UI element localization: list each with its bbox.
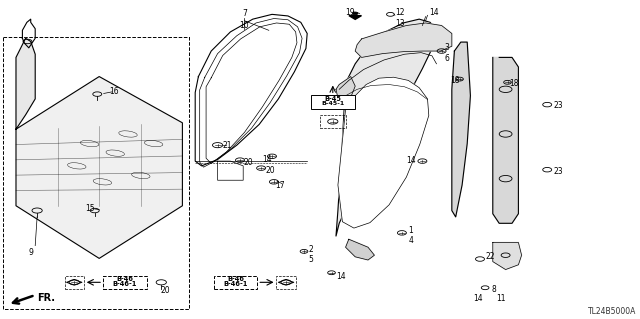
Polygon shape [67, 280, 82, 285]
Text: 20: 20 [243, 158, 253, 167]
Text: 3: 3 [445, 43, 450, 52]
Text: 18: 18 [450, 76, 460, 85]
Text: B-46-1: B-46-1 [113, 281, 137, 287]
Text: 4: 4 [408, 236, 413, 245]
Text: 18: 18 [509, 79, 518, 88]
Text: B-46-1: B-46-1 [223, 281, 248, 287]
Text: 5: 5 [308, 256, 314, 264]
Text: B-46: B-46 [227, 276, 244, 282]
Text: 23: 23 [554, 167, 563, 176]
Text: 8: 8 [492, 285, 496, 294]
Text: 14: 14 [406, 156, 416, 165]
Text: 21: 21 [223, 141, 232, 150]
Text: 9: 9 [28, 248, 33, 256]
Text: 20: 20 [160, 286, 170, 295]
Text: 16: 16 [109, 87, 119, 96]
Text: 14: 14 [262, 155, 272, 164]
Text: 7: 7 [242, 9, 247, 18]
Text: 17: 17 [275, 181, 285, 189]
Text: 14: 14 [336, 272, 346, 281]
Text: TL24B5000A: TL24B5000A [588, 307, 637, 315]
Text: 14: 14 [429, 8, 438, 17]
Text: 6: 6 [445, 54, 450, 63]
Text: 12: 12 [396, 8, 405, 17]
Text: B-45-1: B-45-1 [321, 101, 344, 107]
Bar [311, 95, 355, 109]
Polygon shape [278, 280, 294, 285]
Text: FR.: FR. [37, 293, 55, 303]
Text: B-46: B-46 [116, 276, 133, 282]
Polygon shape [338, 77, 429, 228]
Text: 23: 23 [554, 101, 563, 110]
Polygon shape [16, 77, 182, 258]
Text: 1: 1 [408, 226, 413, 235]
Polygon shape [16, 38, 35, 129]
Polygon shape [493, 57, 518, 223]
Polygon shape [336, 19, 436, 236]
Text: 20: 20 [266, 166, 275, 175]
Text: 10: 10 [239, 21, 250, 30]
Polygon shape [349, 16, 362, 19]
Text: 19: 19 [346, 8, 355, 17]
Polygon shape [452, 42, 470, 217]
Text: 13: 13 [396, 19, 405, 28]
Text: 15: 15 [85, 204, 95, 213]
Polygon shape [355, 23, 452, 57]
Bar [103, 276, 147, 289]
Bar [214, 276, 257, 289]
Text: 22: 22 [485, 252, 495, 261]
Text: 2: 2 [308, 245, 313, 254]
Polygon shape [336, 77, 355, 104]
Text: 14: 14 [474, 294, 483, 303]
Polygon shape [493, 242, 522, 270]
Text: B-45: B-45 [324, 96, 341, 102]
Polygon shape [346, 239, 374, 260]
Text: 11: 11 [496, 294, 506, 303]
Circle shape [353, 12, 358, 15]
